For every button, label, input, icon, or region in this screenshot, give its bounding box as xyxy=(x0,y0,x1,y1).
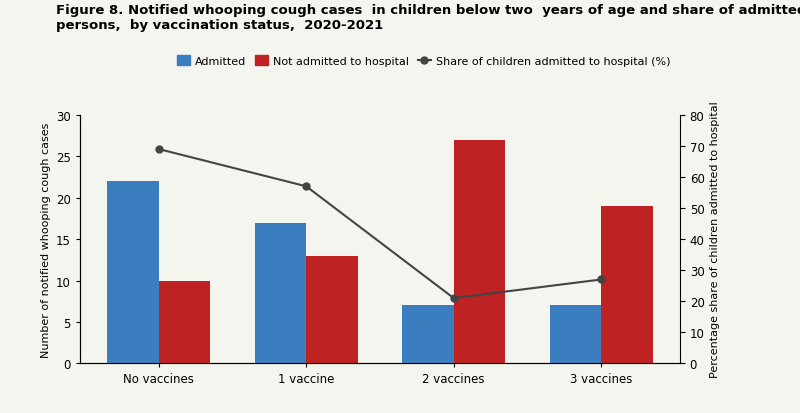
Bar xyxy=(454,140,506,363)
Legend: Admitted, Not admitted to hospital, Share of children admitted to hospital (%): Admitted, Not admitted to hospital, Shar… xyxy=(173,52,674,71)
Text: Figure 8. Notified whooping cough cases  in children below two  years of age and: Figure 8. Notified whooping cough cases … xyxy=(56,4,800,32)
Y-axis label: Number of notified whooping cough cases: Number of notified whooping cough cases xyxy=(41,122,50,357)
Bar xyxy=(159,281,210,363)
Bar xyxy=(107,182,159,363)
Bar xyxy=(550,306,601,363)
Bar xyxy=(306,256,358,363)
Bar xyxy=(402,306,454,363)
Bar xyxy=(254,223,306,363)
Y-axis label: Percentage share of children admitted to hospital: Percentage share of children admitted to… xyxy=(710,102,720,377)
Bar xyxy=(601,206,653,363)
